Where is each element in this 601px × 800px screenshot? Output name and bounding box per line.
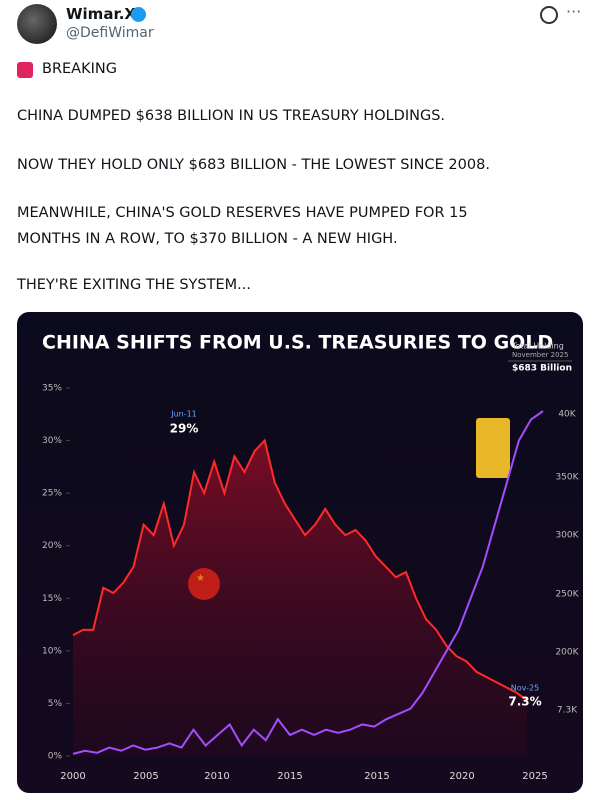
chart-image[interactable]: CHINA SHIFTS FROM U.S. TREASURIES TO GOL… bbox=[17, 312, 583, 793]
y-tick-label: 10% bbox=[42, 646, 62, 656]
x-tick-label: 2015 bbox=[277, 771, 302, 782]
x-tick-label: 2015 bbox=[364, 771, 389, 782]
line bbox=[72, 410, 544, 755]
right-tick-label: 40K bbox=[558, 410, 576, 420]
right-tick-label: 200K bbox=[555, 648, 579, 658]
area bbox=[73, 440, 527, 756]
tweet-line: MEANWHILE, CHINA'S GOLD RESERVES HAVE PU… bbox=[17, 205, 468, 221]
user-name[interactable]: Wimar.X bbox=[66, 5, 136, 23]
x-tick-label: 2000 bbox=[60, 771, 85, 782]
right-tick-label: 350K bbox=[555, 473, 579, 483]
avatar[interactable] bbox=[17, 4, 57, 44]
annotation-value: 7.3% bbox=[508, 695, 541, 709]
line bbox=[72, 438, 528, 702]
y-tick-label: 25% bbox=[42, 489, 62, 499]
grok-icon[interactable] bbox=[540, 6, 558, 24]
more-icon[interactable]: ··· bbox=[566, 2, 582, 21]
tweet-line: THEY'RE EXITING THE SYSTEM... bbox=[17, 277, 251, 293]
gold-bar bbox=[476, 418, 510, 478]
tweet-line: MONTHS IN A ROW, TO $370 BILLION - A NEW… bbox=[17, 231, 398, 247]
annotation-value: 29% bbox=[170, 422, 199, 436]
right-tick-label: 250K bbox=[555, 590, 579, 600]
chart-title: CHINA SHIFTS FROM U.S. TREASURIES TO GOL… bbox=[42, 332, 553, 354]
y-tick-label: 15% bbox=[42, 594, 62, 604]
tweet-line: BREAKING bbox=[42, 61, 117, 77]
right-tick-label: 300K bbox=[555, 531, 579, 541]
y-tick-label: 20% bbox=[42, 541, 62, 551]
right-tick-label: 7.3K bbox=[557, 706, 578, 716]
verified-badge bbox=[131, 7, 146, 22]
siren-icon bbox=[17, 62, 33, 78]
annotation-date: Jun-11 bbox=[170, 410, 197, 419]
x-tick-label: 2010 bbox=[204, 771, 229, 782]
x-tick-label: 2005 bbox=[133, 771, 158, 782]
annotation-date: Nov-25 bbox=[511, 684, 539, 693]
tweet-line: CHINA DUMPED $638 BILLION IN US TREASURY… bbox=[17, 108, 446, 124]
x-tick-label: 2020 bbox=[449, 771, 474, 782]
y-tick-label: 35% bbox=[42, 384, 62, 394]
tweet-line: NOW THEY HOLD ONLY $683 BILLION - THE LO… bbox=[17, 157, 490, 173]
y-tick-label: 0% bbox=[48, 752, 63, 762]
user-handle[interactable]: @DefiWimar bbox=[66, 25, 154, 41]
holding-amount: $683 Billion bbox=[512, 364, 572, 374]
y-tick-label: 5% bbox=[48, 699, 63, 709]
holding-date: November 2025 bbox=[512, 351, 568, 359]
holding-label: Total Holding bbox=[511, 342, 564, 351]
y-tick-label: 30% bbox=[42, 436, 62, 446]
x-tick-label: 2025 bbox=[522, 771, 547, 782]
